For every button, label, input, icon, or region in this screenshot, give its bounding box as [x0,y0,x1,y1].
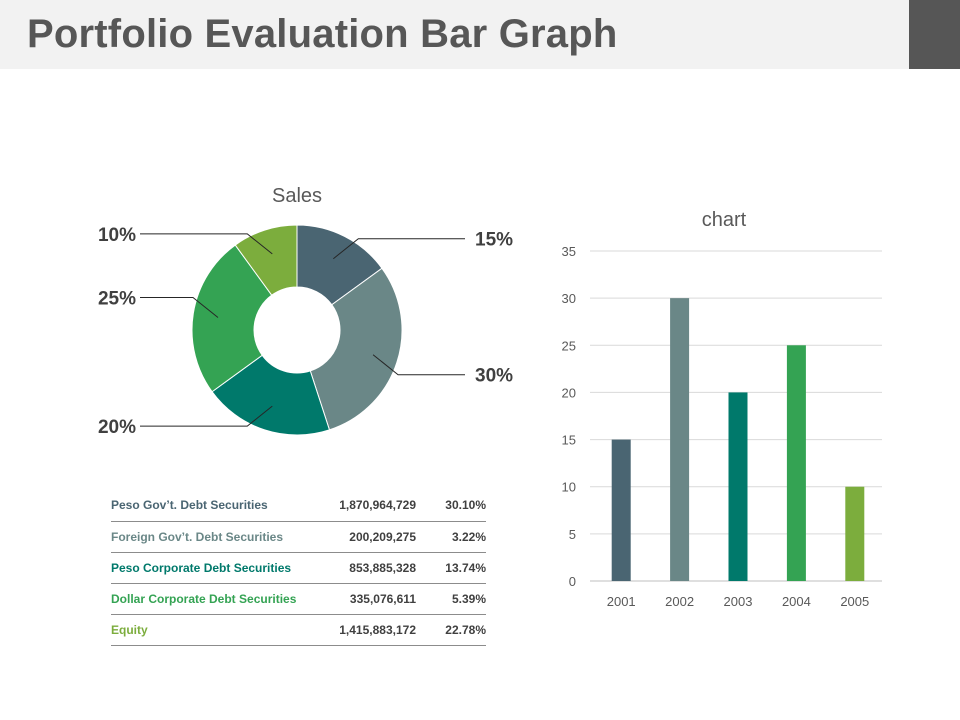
bar [786,345,806,581]
page-title: Portfolio Evaluation Bar Graph [27,12,618,56]
donut-slice [309,267,403,431]
donut-leader-line [140,405,273,427]
donut-leader-line [140,233,273,255]
bar-chart-title: chart [702,209,747,231]
row-name: Peso Gov’t. Debt Securities [111,490,321,522]
donut-slice-label: 15% [475,230,513,251]
donut-slice-label: 20% [98,417,136,438]
y-tick-label: 20 [562,385,576,400]
donut-slice [234,224,298,296]
donut-slice [211,354,331,436]
bar [845,486,865,581]
x-tick-label: 2002 [665,594,694,609]
row-name: Foreign Gov’t. Debt Securities [111,521,321,553]
row-percent: 13.74% [416,552,486,584]
x-tick-label: 2005 [840,594,869,609]
y-tick-label: 15 [562,433,576,448]
donut-leader-line [372,354,465,376]
row-percent: 30.10% [416,490,486,522]
row-amount: 335,076,611 [321,583,416,615]
bar [611,439,631,581]
donut-leader-line [140,296,219,318]
donut-slice-label: 10% [98,225,136,246]
row-amount: 853,885,328 [321,552,416,584]
row-amount: 1,870,964,729 [321,490,416,522]
y-tick-label: 10 [562,480,576,495]
donut-slice-label: 30% [475,366,513,387]
x-tick-label: 2004 [782,594,811,609]
row-percent: 5.39% [416,583,486,615]
y-tick-label: 30 [562,291,576,306]
portfolio-table: Peso Gov’t. Debt Securities 1,870,964,729… [111,490,486,646]
donut-slice [191,244,273,393]
donut-chart-title: Sales [272,185,322,207]
y-tick-label: 5 [569,527,576,542]
row-percent: 3.22% [416,521,486,553]
table-row: Dollar Corporate Debt Securities 335,076,… [111,583,486,615]
row-percent: 22.78% [416,614,486,646]
row-name: Peso Corporate Debt Securities [111,552,321,584]
y-tick-label: 0 [569,574,576,589]
y-tick-label: 25 [562,338,576,353]
row-amount: 200,209,275 [321,521,416,553]
row-amount: 1,415,883,172 [321,614,416,646]
donut-slice-label: 25% [98,288,136,309]
corner-accent-block [909,0,960,69]
table-row: Peso Gov’t. Debt Securities 1,870,964,729… [111,490,486,522]
yearly-bar-chart: chart 0 5 10 15 20 25 30 35 2001 2002 2003 2004 2005 [562,209,882,609]
title-band [0,0,909,69]
row-name: Equity [111,614,321,646]
bar [670,298,690,581]
table-row: Foreign Gov’t. Debt Securities 200,209,27… [111,521,486,553]
y-tick-label: 35 [562,244,576,259]
donut-leader-line [333,238,465,260]
table-row: Peso Corporate Debt Securities 853,885,32… [111,552,486,584]
row-name: Dollar Corporate Debt Securities [111,583,321,615]
bar [728,392,748,581]
x-tick-label: 2003 [724,594,753,609]
sales-donut-chart: Sales 15% 30% 20% 25% 10% [98,185,513,438]
table-row: Equity 1,415,883,172 22.78% [111,614,486,646]
x-tick-label: 2001 [607,594,636,609]
